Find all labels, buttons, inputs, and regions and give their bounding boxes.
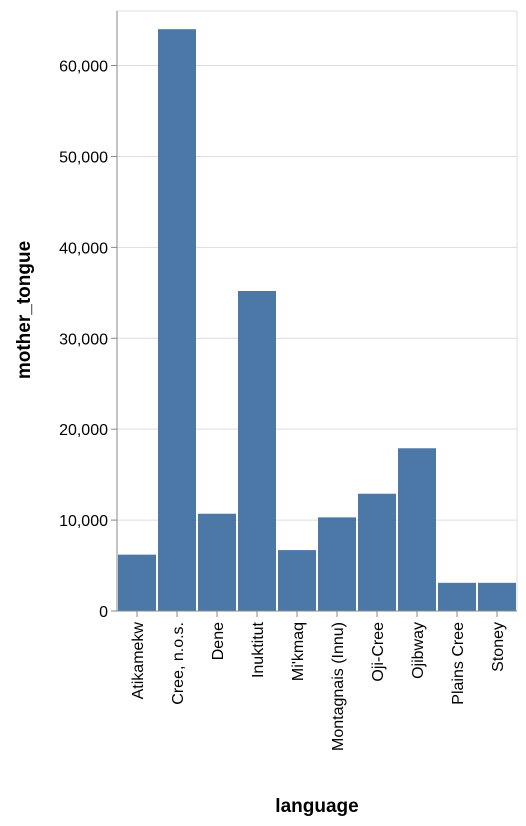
bar-montagnais-innu xyxy=(318,517,356,611)
bars xyxy=(118,29,516,611)
bar-cree-n-o-s xyxy=(158,29,196,611)
x-tick-label: Plains Cree xyxy=(450,622,467,705)
x-tick-label: Cree, n.o.s. xyxy=(170,622,187,705)
x-tick-label: Stoney xyxy=(490,622,507,672)
x-tick-label: Inuktitut xyxy=(250,621,267,678)
y-tick-label: 20,000 xyxy=(59,422,108,439)
bar-dene xyxy=(198,513,236,611)
x-tick-label: Montagnais (Innu) xyxy=(330,622,347,751)
y-axis: 0 10,000 20,000 30,000 40,000 50,000 60,000 xyxy=(59,11,118,621)
bar-atikamekw xyxy=(118,554,156,611)
x-axis: Atikamekw Cree, n.o.s. Dene Inuktitut Mi'kma… xyxy=(117,610,517,751)
x-tick-label: Atikamekw xyxy=(130,622,147,700)
y-tick-label: 10,000 xyxy=(59,513,108,530)
bar-ojibway xyxy=(398,448,436,611)
bar-plains-cree xyxy=(438,582,476,611)
y-tick-label: 50,000 xyxy=(59,149,108,166)
bar-inuktitut xyxy=(238,291,276,611)
x-axis-title: language xyxy=(275,796,358,817)
y-axis-title: mother_tongue xyxy=(14,241,35,379)
y-tick-label: 30,000 xyxy=(59,331,108,348)
x-tick-label: Dene xyxy=(210,622,227,660)
x-tick-label: Ojibway xyxy=(410,622,427,679)
x-tick-label: Oji-Cree xyxy=(370,622,387,682)
y-tick-label: 40,000 xyxy=(59,240,108,257)
x-tick-label: Mi'kmaq xyxy=(290,622,307,681)
bar-mi-kmaq xyxy=(278,550,316,611)
y-tick-label: 60,000 xyxy=(59,59,108,76)
bar-stoney xyxy=(478,582,516,611)
bar-oji-cree xyxy=(358,493,396,611)
y-tick-label: 0 xyxy=(99,604,108,621)
